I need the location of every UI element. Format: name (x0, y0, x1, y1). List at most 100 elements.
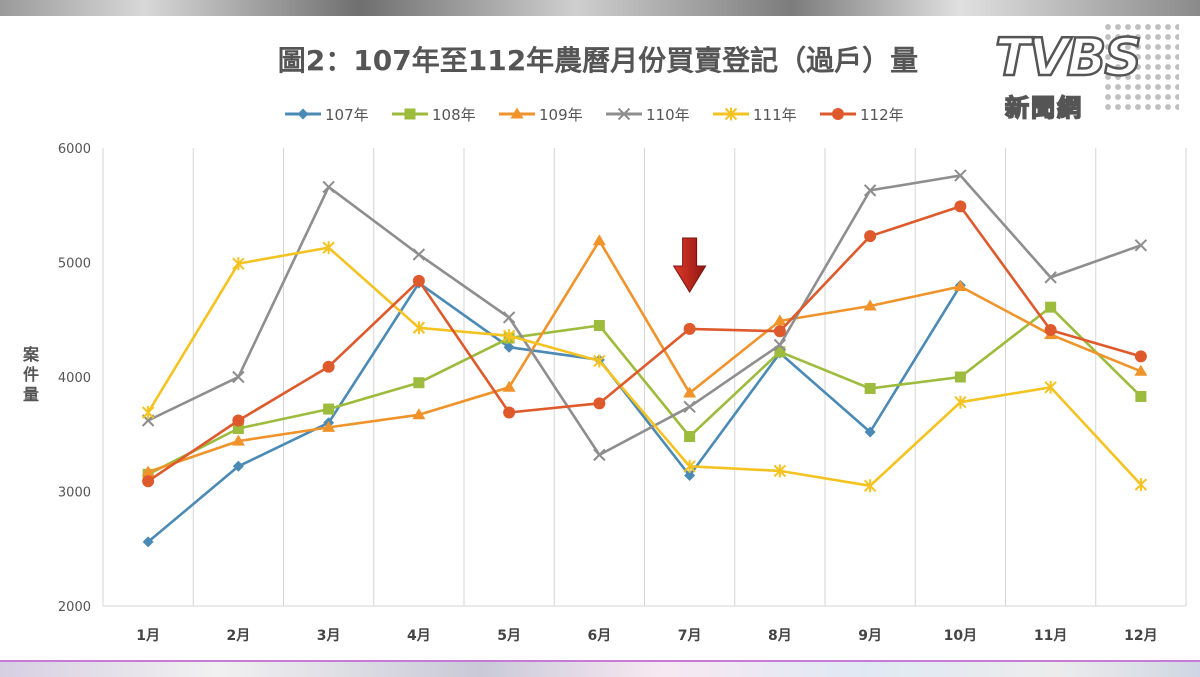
data-point (142, 536, 154, 548)
data-point (1134, 350, 1147, 363)
legend-label: 112年 (860, 106, 904, 124)
data-point (322, 241, 335, 255)
data-point (1044, 271, 1057, 284)
data-point (1135, 390, 1147, 402)
data-point (592, 234, 606, 246)
data-point (593, 354, 606, 368)
legend-swatch-marker-stroke (724, 107, 738, 121)
data-point (412, 321, 426, 335)
data-point-stroke (593, 354, 606, 368)
series-line (147, 205, 1142, 483)
data-point (502, 329, 516, 343)
data-point (774, 346, 786, 358)
data-point (1044, 380, 1057, 394)
data-point (232, 460, 244, 472)
data-point-stroke (863, 184, 877, 197)
data-point-stroke (954, 395, 967, 409)
data-point (683, 400, 696, 413)
y-tick-label: 5000 (58, 257, 91, 272)
x-tick-label: 12月 (1124, 628, 1157, 644)
data-point (232, 423, 244, 435)
data-point (593, 397, 606, 410)
chart-title: 圖2：107年至112年農曆月份買賣登記（過戶）量 (278, 44, 918, 77)
data-point (413, 377, 425, 389)
bottom-decor-band (0, 660, 1200, 677)
legend-item: 109年 (499, 106, 583, 124)
legend-label: 111年 (753, 106, 797, 124)
data-point-stroke (773, 464, 787, 478)
chart-series (141, 169, 1148, 548)
data-point (683, 459, 696, 473)
x-tick-label: 6月 (588, 628, 612, 644)
data-point-stroke (502, 329, 516, 343)
data-point-stroke (683, 459, 696, 473)
data-point (864, 230, 877, 243)
data-point (322, 180, 335, 194)
legend-item: 112年 (820, 106, 904, 124)
top-decor-band (0, 0, 1200, 16)
x-tick-label: 10月 (944, 628, 977, 644)
data-point (323, 403, 335, 415)
series-line (146, 246, 1142, 488)
data-point-stroke (502, 311, 516, 324)
data-point (864, 382, 876, 394)
data-point (412, 408, 426, 420)
legend-swatch-marker (832, 108, 844, 120)
data-point-stroke (1134, 478, 1148, 492)
chart-grid (102, 148, 1187, 607)
logo-subtitle: 新聞網 (1004, 93, 1083, 123)
data-point (1134, 239, 1148, 252)
legend-swatch-marker (510, 107, 524, 119)
logo-dots (1103, 22, 1179, 112)
data-point (1134, 364, 1148, 376)
x-axis: 1月 2月 3月 4月 5月 6月 7月 8月 9月 10月 11月 12月 (136, 628, 1157, 644)
legend-swatch-marker (404, 108, 416, 120)
x-tick-label: 3月 (317, 628, 341, 644)
x-tick-label: 8月 (768, 628, 792, 644)
data-point (684, 469, 696, 481)
logo-brand: TVBS (994, 27, 1143, 90)
legend-item: 111年 (713, 106, 797, 124)
data-point-stroke (232, 257, 245, 271)
legend-label: 109年 (539, 106, 583, 124)
data-point (684, 431, 696, 443)
data-point-stroke (322, 241, 335, 255)
data-point (863, 479, 877, 493)
y-axis-label-char: 案 (22, 345, 40, 364)
data-point-stroke (232, 370, 245, 384)
y-tick-label: 3000 (58, 486, 91, 501)
legend-label: 108年 (432, 106, 476, 124)
data-point-stroke (683, 400, 696, 413)
series-line (147, 281, 962, 543)
x-tick-label: 9月 (858, 628, 882, 644)
series-line (147, 239, 1142, 474)
x-tick-label: 5月 (497, 628, 521, 644)
data-point (1134, 478, 1148, 492)
legend-item: 107年 (285, 106, 369, 124)
series-line (147, 305, 1142, 476)
data-point-stroke (1134, 239, 1148, 252)
legend-swatch-marker (297, 108, 309, 120)
data-point (863, 184, 877, 197)
legend-item: 110年 (606, 106, 690, 124)
legend-label: 110年 (646, 106, 690, 124)
data-point (954, 371, 966, 383)
data-point (863, 299, 877, 311)
data-point (954, 200, 967, 213)
data-point-stroke (1044, 380, 1057, 394)
series-line (147, 174, 1142, 457)
y-tick-label: 4000 (58, 371, 91, 386)
down-arrow-icon (672, 237, 707, 293)
series-5 (142, 200, 1147, 488)
data-point (954, 169, 967, 182)
x-tick-label: 2月 (227, 628, 251, 644)
data-point-stroke (773, 338, 787, 352)
data-point (142, 475, 155, 488)
data-point (773, 464, 787, 478)
data-point (503, 341, 515, 353)
data-point (412, 248, 426, 261)
data-point (1045, 301, 1057, 313)
x-tick-label: 1月 (136, 628, 160, 644)
legend-item: 108年 (392, 106, 476, 124)
